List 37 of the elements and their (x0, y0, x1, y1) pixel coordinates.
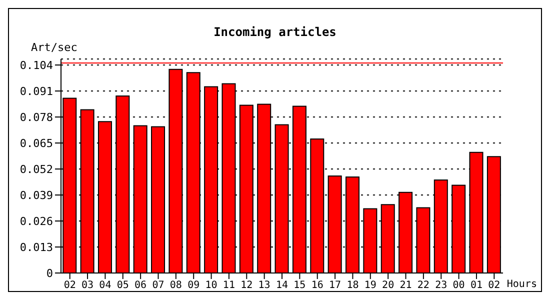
x-tick-label: 07 (152, 280, 164, 292)
y-tick-label: 0 (46, 266, 53, 280)
x-tick-label: 05 (116, 280, 129, 292)
x-tick-label: 13 (258, 280, 270, 292)
x-tick-label: 00 (452, 280, 465, 292)
x-tick-label: 14 (276, 280, 288, 292)
y-tick-label: 0.039 (20, 188, 53, 202)
x-tick-label: 18 (346, 280, 359, 292)
y-tick-label: 0.065 (20, 136, 53, 150)
x-tick-label: 02 (64, 280, 76, 292)
chart-title: Incoming articles (212, 25, 338, 39)
x-tick-label: 16 (311, 280, 324, 292)
y-axis-title: Art/sec (31, 41, 78, 54)
y-tick-label: 0.104 (20, 58, 54, 72)
x-tick-label: 12 (240, 280, 253, 292)
x-tick-label: 06 (134, 280, 147, 292)
x-tick-label: 21 (400, 280, 412, 292)
x-tick-label: 19 (364, 280, 376, 292)
x-tick-label: 08 (170, 280, 182, 292)
x-axis-title: Hours (506, 279, 537, 290)
x-tick-label: 15 (294, 280, 306, 292)
x-tick-label: 03 (81, 280, 94, 292)
x-tick-label: 02 (488, 280, 500, 292)
y-tick-label: 0.091 (20, 84, 53, 98)
y-tick-label: 0.013 (20, 240, 53, 254)
x-tick-label: 23 (435, 280, 448, 292)
x-tick-label: 17 (329, 280, 342, 292)
x-tick-label: 11 (222, 280, 235, 292)
x-tick-label: 20 (382, 280, 394, 292)
x-tick-label: 22 (417, 280, 430, 292)
y-tick-label: 0.078 (20, 110, 53, 124)
y-tick-label: 0.052 (20, 162, 53, 176)
x-tick-label: 01 (470, 280, 483, 292)
x-tick-label: 10 (205, 280, 218, 292)
x-tick-label: 04 (99, 280, 112, 292)
x-tick-label: 09 (188, 280, 200, 292)
y-tick-label: 0.026 (20, 214, 53, 228)
